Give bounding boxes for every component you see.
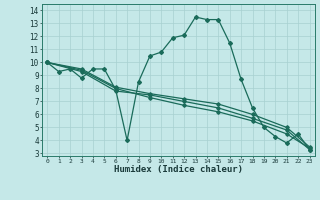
X-axis label: Humidex (Indice chaleur): Humidex (Indice chaleur): [114, 165, 243, 174]
